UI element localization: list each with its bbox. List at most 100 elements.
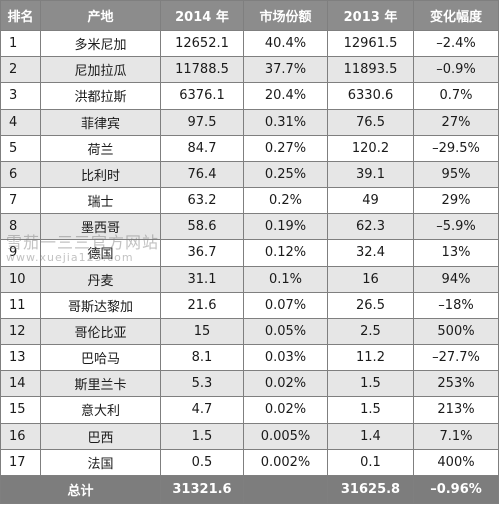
cell-change: –27.7% xyxy=(413,344,499,372)
cell-origin: 斯里兰卡 xyxy=(40,370,161,398)
cell-change: 95% xyxy=(413,160,499,189)
table-row: 3 洪都拉斯 6376.1 20.4% 6330.6 0.7% xyxy=(0,82,499,110)
cell-market-share: 37.7% xyxy=(243,56,328,84)
table-row: 9 德国 36.7 0.12% 32.4 13% xyxy=(0,239,499,267)
cell-origin: 哥斯达黎加 xyxy=(40,291,161,319)
table-row: 4 菲律宾 97.5 0.31% 76.5 27% xyxy=(0,108,499,136)
cell-rank: 13 xyxy=(0,344,41,372)
cell-2014: 5.3 xyxy=(160,370,244,398)
cell-rank: 2 xyxy=(0,56,41,84)
cell-origin: 法国 xyxy=(40,448,161,477)
cell-market-share: 0.27% xyxy=(243,134,328,162)
total-2013: 31625.8 xyxy=(327,475,414,504)
table-row: 17 法国 0.5 0.002% 0.1 400% xyxy=(0,448,499,477)
cell-2013: 2.5 xyxy=(327,317,414,346)
cell-market-share: 0.25% xyxy=(243,160,328,189)
cell-origin: 瑞士 xyxy=(40,187,161,215)
table-row: 16 巴西 1.5 0.005% 1.4 7.1% xyxy=(0,422,499,450)
cell-rank: 10 xyxy=(0,265,41,293)
cell-market-share: 20.4% xyxy=(243,82,328,110)
cell-rank: 17 xyxy=(0,448,41,477)
cell-2013: 1.5 xyxy=(327,396,414,424)
cell-origin: 洪都拉斯 xyxy=(40,82,161,110)
cell-2013: 6330.6 xyxy=(327,82,414,110)
cell-origin: 巴西 xyxy=(40,422,161,450)
cell-2014: 58.6 xyxy=(160,213,244,241)
cell-2014: 6376.1 xyxy=(160,82,244,110)
cell-origin: 比利时 xyxy=(40,160,161,189)
cell-rank: 7 xyxy=(0,187,41,215)
cell-change: 0.7% xyxy=(413,82,499,110)
total-2014: 31321.6 xyxy=(160,475,244,504)
cell-2013: 39.1 xyxy=(327,160,414,189)
cell-change: –18% xyxy=(413,291,499,319)
cell-2014: 0.5 xyxy=(160,448,244,477)
table-row: 5 荷兰 84.7 0.27% 120.2 –29.5% xyxy=(0,134,499,162)
cell-2013: 62.3 xyxy=(327,213,414,241)
cell-origin: 德国 xyxy=(40,239,161,267)
cell-rank: 8 xyxy=(0,213,41,241)
cell-origin: 荷兰 xyxy=(40,134,161,162)
cell-change: 253% xyxy=(413,370,499,398)
cell-change: –0.9% xyxy=(413,56,499,84)
cell-2013: 76.5 xyxy=(327,108,414,136)
cell-2014: 36.7 xyxy=(160,239,244,267)
cell-2014: 12652.1 xyxy=(160,29,244,58)
cell-rank: 14 xyxy=(0,370,41,398)
cell-market-share: 0.02% xyxy=(243,370,328,398)
cell-market-share: 40.4% xyxy=(243,29,328,58)
cell-2013: 11.2 xyxy=(327,344,414,372)
cell-2014: 11788.5 xyxy=(160,56,244,84)
cell-2014: 97.5 xyxy=(160,108,244,136)
cell-change: 94% xyxy=(413,265,499,293)
cell-rank: 5 xyxy=(0,134,41,162)
header-market-share: 市场份额 xyxy=(243,0,328,31)
cell-2014: 1.5 xyxy=(160,422,244,450)
table-row: 1 多米尼加 12652.1 40.4% 12961.5 –2.4% xyxy=(0,29,499,58)
table-row: 11 哥斯达黎加 21.6 0.07% 26.5 –18% xyxy=(0,291,499,319)
cell-origin: 尼加拉瓜 xyxy=(40,56,161,84)
cell-2014: 76.4 xyxy=(160,160,244,189)
header-change: 变化幅度 xyxy=(413,0,499,31)
cell-rank: 11 xyxy=(0,291,41,319)
cell-market-share: 0.2% xyxy=(243,187,328,215)
cell-2013: 0.1 xyxy=(327,448,414,477)
cell-2014: 84.7 xyxy=(160,134,244,162)
cell-market-share: 0.02% xyxy=(243,396,328,424)
cell-2013: 32.4 xyxy=(327,239,414,267)
cell-change: 7.1% xyxy=(413,422,499,450)
cell-origin: 墨西哥 xyxy=(40,213,161,241)
cell-market-share: 0.19% xyxy=(243,213,328,241)
cell-change: –29.5% xyxy=(413,134,499,162)
cell-rank: 15 xyxy=(0,396,41,424)
cell-origin: 巴哈马 xyxy=(40,344,161,372)
cell-2014: 15 xyxy=(160,317,244,346)
header-rank: 排名 xyxy=(0,0,41,31)
cell-2014: 4.7 xyxy=(160,396,244,424)
cell-rank: 1 xyxy=(0,29,41,58)
cell-rank: 6 xyxy=(0,160,41,189)
cell-2013: 16 xyxy=(327,265,414,293)
cell-rank: 4 xyxy=(0,108,41,136)
cell-change: 400% xyxy=(413,448,499,477)
header-2014: 2014 年 xyxy=(160,0,244,31)
cell-2013: 12961.5 xyxy=(327,29,414,58)
cell-market-share: 0.005% xyxy=(243,422,328,450)
cell-rank: 12 xyxy=(0,317,41,346)
table-row: 7 瑞士 63.2 0.2% 49 29% xyxy=(0,187,499,215)
cell-market-share: 0.03% xyxy=(243,344,328,372)
cell-2013: 120.2 xyxy=(327,134,414,162)
total-label: 总计 xyxy=(0,475,161,504)
cell-2014: 63.2 xyxy=(160,187,244,215)
cell-origin: 多米尼加 xyxy=(40,29,161,58)
cell-market-share: 0.002% xyxy=(243,448,328,477)
cell-origin: 意大利 xyxy=(40,396,161,424)
cell-market-share: 0.05% xyxy=(243,317,328,346)
cell-change: 500% xyxy=(413,317,499,346)
cell-market-share: 0.12% xyxy=(243,239,328,267)
cell-rank: 3 xyxy=(0,82,41,110)
cell-2013: 49 xyxy=(327,187,414,215)
table-row: 2 尼加拉瓜 11788.5 37.7% 11893.5 –0.9% xyxy=(0,56,499,84)
